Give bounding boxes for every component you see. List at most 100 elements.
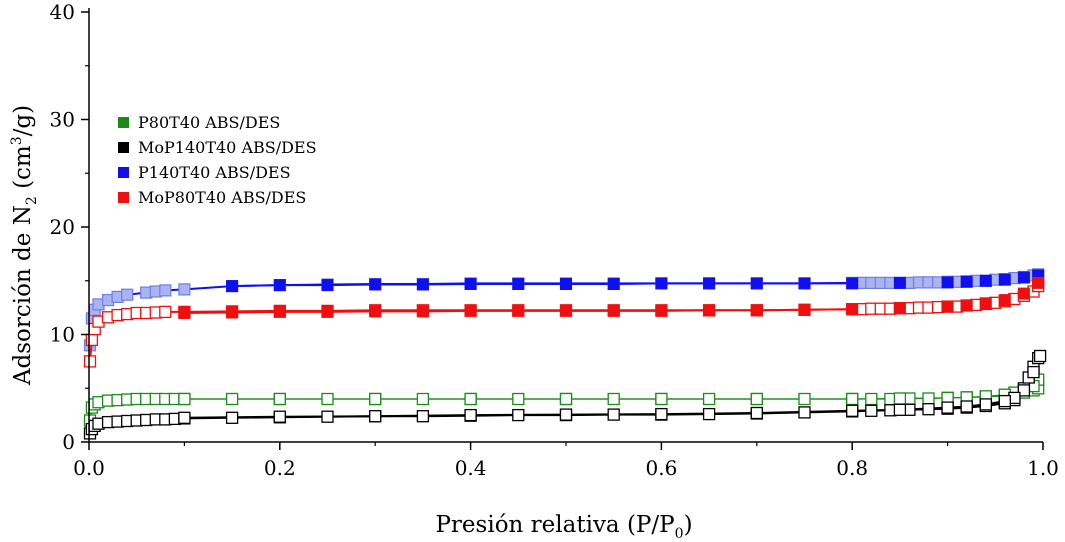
adsorption-point [321, 410, 334, 423]
adsorption-point [865, 404, 878, 417]
desorption-point [979, 398, 992, 411]
desorption-point [703, 304, 716, 317]
desorption-point [846, 392, 859, 406]
desorption-point [1017, 271, 1030, 284]
legend-label: P80T40 ABS/DES [138, 113, 280, 132]
desorption-point [750, 392, 763, 406]
desorption-point [464, 304, 477, 317]
desorption-point [655, 392, 668, 406]
desorption-point [464, 278, 477, 290]
desorption-point [846, 303, 859, 316]
legend-swatch [118, 142, 129, 153]
desorption-point [655, 407, 668, 421]
desorption-point [893, 403, 907, 416]
desorption-point [750, 277, 763, 290]
desorption-point [321, 279, 334, 292]
adsorption-point [922, 403, 935, 416]
desorption-point [979, 297, 992, 310]
desorption-point [1032, 276, 1045, 289]
desorption-point [960, 275, 973, 288]
desorption-point [416, 305, 429, 318]
desorption-point [178, 307, 191, 319]
adsorption-point [85, 333, 99, 347]
desorption-point [1027, 365, 1040, 379]
x-tick-label: 0.2 [264, 456, 296, 480]
desorption-point [273, 305, 286, 318]
desorption-point [960, 400, 973, 413]
adsorption-point [865, 392, 878, 406]
y-axis-title-sub: 2 [24, 196, 40, 205]
desorption-point [1017, 287, 1030, 300]
x-axis-title-sub: 0 [675, 526, 684, 542]
x-tick-label: 0.8 [836, 456, 868, 480]
desorption-point [321, 305, 334, 318]
plot-area [83, 268, 1047, 440]
legend-label: MoP140T40 ABS/DES [138, 138, 317, 157]
legend-swatch [118, 117, 129, 128]
adsorption-point [607, 408, 620, 421]
desorption-point [559, 392, 573, 406]
desorption-point [369, 392, 382, 406]
y-tick-label: 40 [50, 0, 75, 24]
desorption-point [798, 303, 811, 316]
desorption-point [226, 306, 239, 319]
adsorption-point [225, 411, 239, 424]
desorption-point [703, 277, 716, 290]
legend-label: P140T40 ABS/DES [138, 163, 291, 182]
desorption-point [559, 408, 573, 421]
adsorption-point [922, 392, 935, 405]
adsorption-point [702, 407, 716, 421]
desorption-point [178, 411, 191, 424]
desorption-point [655, 304, 668, 317]
desorption-point [273, 279, 286, 292]
desorption-point [416, 278, 429, 291]
desorption-point [655, 277, 668, 290]
x-tick-label: 0.0 [73, 456, 105, 480]
desorption-point [979, 274, 992, 287]
desorption-point [273, 410, 286, 423]
adsorption-point [83, 355, 97, 368]
desorption-point [941, 401, 954, 414]
series-1 [83, 349, 1047, 440]
adsorption-point [512, 408, 525, 422]
adsorption-line [89, 285, 1039, 362]
desorption-point [512, 278, 525, 290]
desorption-point [273, 392, 286, 406]
y-tick-label: 20 [50, 215, 75, 239]
desorption-point [846, 277, 859, 290]
y-axis-title-main: Adsorción de N [10, 205, 36, 386]
desorption-point [960, 299, 973, 312]
legend-swatch [118, 167, 129, 178]
desorption-point [750, 304, 763, 317]
desorption-point [178, 392, 191, 406]
desorption-point [998, 273, 1011, 286]
adsorption-point [321, 392, 334, 406]
desorption-point [998, 394, 1011, 408]
desorption-point [226, 280, 239, 293]
adsorption-point [702, 392, 716, 406]
desorption-point [750, 406, 763, 420]
desorption-point [1033, 349, 1047, 363]
desorption-point [893, 276, 906, 289]
y-axis-title-mid: (cm [10, 145, 36, 196]
desorption-point [846, 404, 859, 417]
x-axis-title-end: ) [684, 512, 693, 538]
desorption-point [607, 278, 620, 290]
legend-swatch [118, 192, 129, 203]
series-3 [83, 276, 1045, 368]
x-axis-title-main: Presión relativa (P/P [435, 512, 674, 538]
desorption-point [369, 278, 382, 291]
desorption-point [464, 408, 477, 422]
x-tick-label: 1.0 [1027, 456, 1059, 480]
y-tick-label: 0 [62, 430, 75, 454]
desorption-point [941, 300, 954, 313]
desorption-point [893, 392, 907, 405]
legend: P80T40 ABS/DES MoP140T40 ABS/DES P140T40 A… [118, 113, 317, 207]
adsorption-point [416, 392, 430, 406]
desorption-point [369, 305, 382, 318]
adsorption-point [178, 283, 191, 296]
adsorption-point [512, 392, 525, 406]
desorption-point [607, 304, 620, 317]
desorption-point [941, 276, 954, 289]
